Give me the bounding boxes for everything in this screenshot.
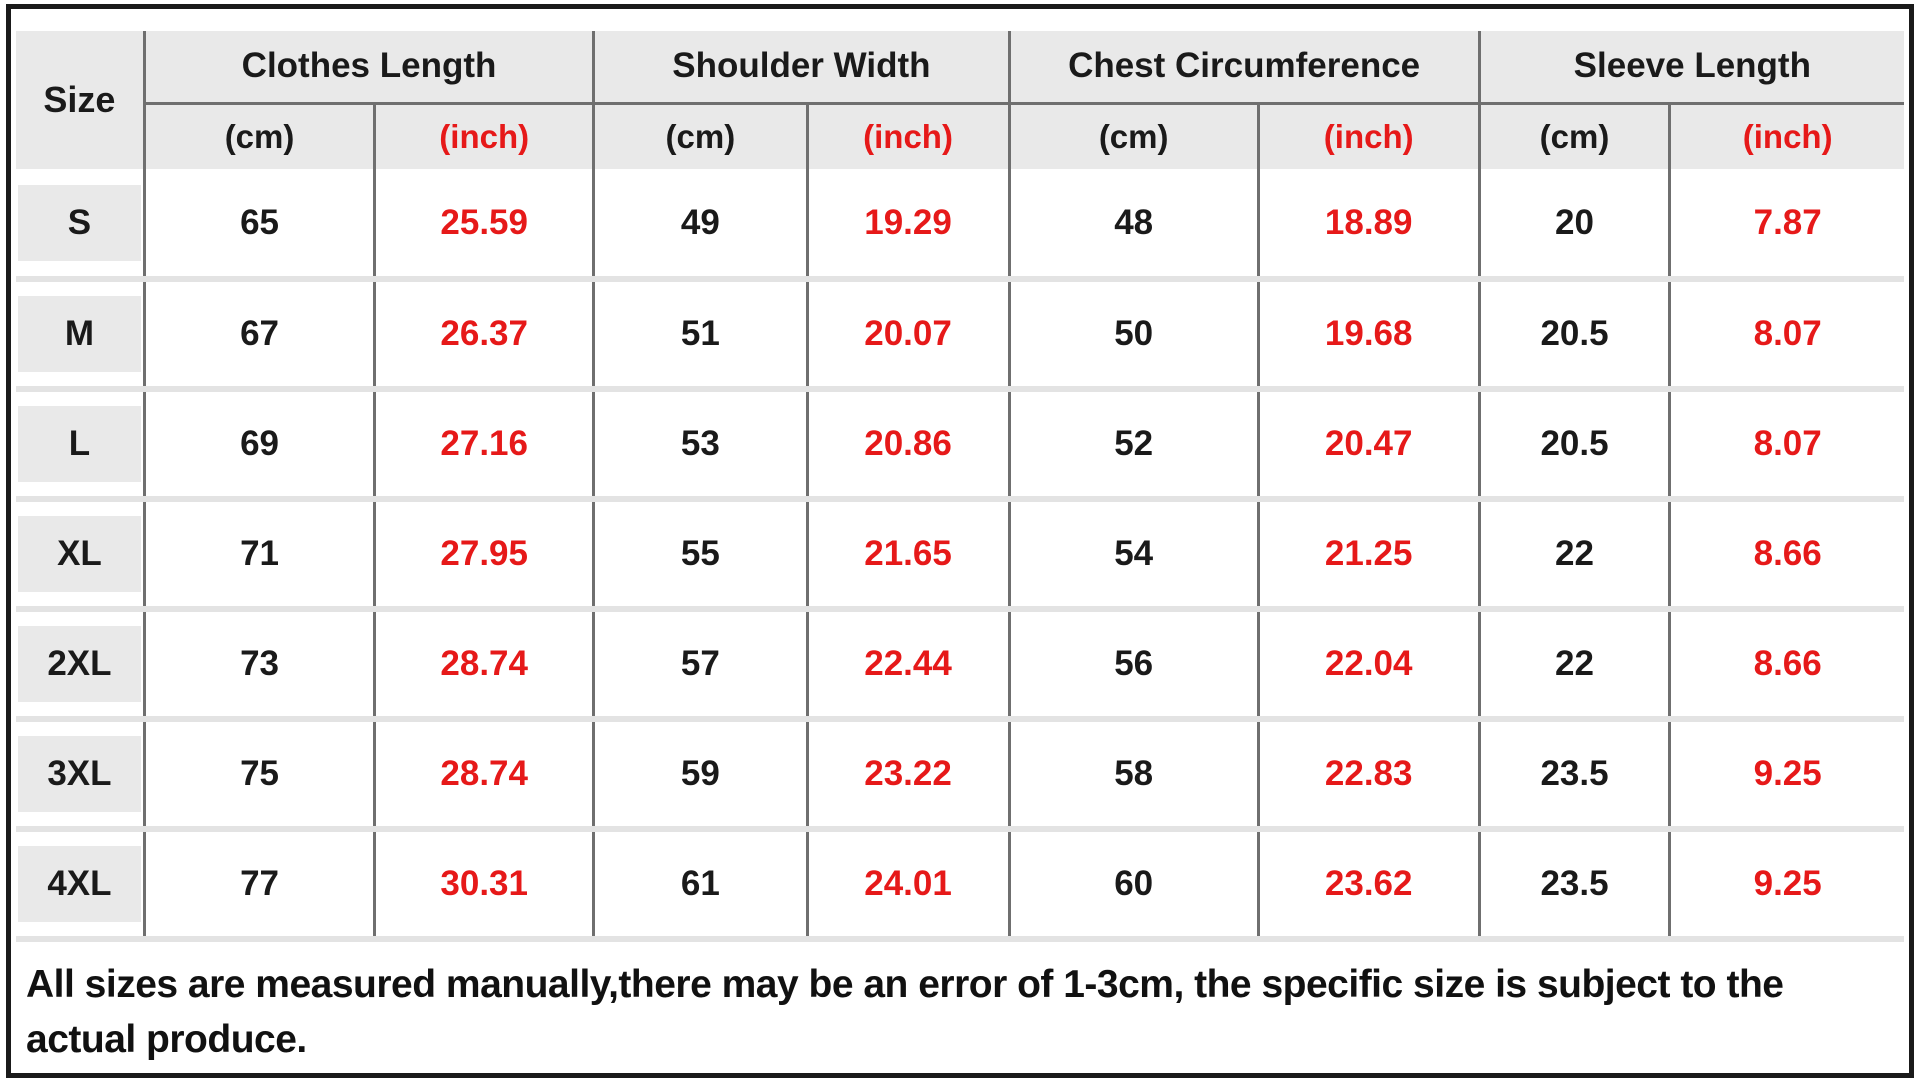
unit-header-chest-circumference-inch: (inch) [1256,103,1480,169]
unit-header-clothes-length-cm: (cm) [142,103,375,169]
cell-chest-circumference-inch: 22.04 [1256,606,1480,719]
cell-shoulder-width-inch: 20.07 [805,276,1010,389]
measurement-note: All sizes are measured manually,there ma… [26,963,1784,1061]
cell-sleeve-length-cm: 20.5 [1477,276,1670,389]
cell-chest-circumference-inch: 23.62 [1256,826,1480,942]
unit-header-sleeve-length-cm: (cm) [1477,103,1670,169]
cell-clothes-length-inch: 26.37 [373,276,594,389]
cell-clothes-length-cm: 71 [142,496,375,609]
cell-chest-circumference-inch: 22.83 [1256,716,1480,829]
group-header-row: Size Clothes Length Shoulder Width Chest… [16,31,1904,169]
cell-sleeve-length-cm: 22 [1477,606,1670,719]
size-label: M [18,296,141,372]
cell-sleeve-length-inch: 8.66 [1668,606,1904,719]
size-label-cell: XL [16,496,145,609]
unit-header-chest-circumference-cm: (cm) [1007,103,1259,169]
table-row: S 65 25.59 49 19.29 48 18.89 20 7.87 [16,169,1904,279]
cell-shoulder-width-inch: 21.65 [805,496,1010,609]
cell-chest-circumference-inch: 21.25 [1256,496,1480,609]
cell-clothes-length-cm: 73 [142,606,375,719]
table-row: 3XL 75 28.74 59 23.22 58 22.83 23.5 9.25 [16,716,1904,829]
cell-clothes-length-inch: 30.31 [373,826,594,942]
size-label-cell: 4XL [16,826,145,942]
table-row: 4XL 77 30.31 61 24.01 60 23.62 23.5 9.25 [16,826,1904,942]
size-label: 2XL [18,626,141,702]
cell-shoulder-width-cm: 51 [592,276,808,389]
size-chart-table: Size Clothes Length Shoulder Width Chest… [16,31,1904,942]
size-label-cell: M [16,276,145,389]
group-header-sleeve-length: Sleeve Length [1477,31,1904,105]
table-row: M 67 26.37 51 20.07 50 19.68 20.5 8.07 [16,276,1904,389]
size-label: 3XL [18,736,141,812]
group-header-clothes-length: Clothes Length [142,31,594,105]
size-label-cell: S [16,169,145,279]
cell-shoulder-width-cm: 61 [592,826,808,942]
cell-chest-circumference-cm: 50 [1007,276,1259,389]
size-label-cell: 3XL [16,716,145,829]
cell-clothes-length-cm: 77 [142,826,375,942]
cell-clothes-length-inch: 28.74 [373,716,594,829]
cell-clothes-length-cm: 75 [142,716,375,829]
unit-header-sleeve-length-inch: (inch) [1668,103,1904,169]
cell-sleeve-length-cm: 22 [1477,496,1670,609]
cell-clothes-length-inch: 27.16 [373,386,594,499]
table-row: XL 71 27.95 55 21.65 54 21.25 22 8.66 [16,496,1904,609]
size-label: XL [18,516,141,592]
cell-shoulder-width-cm: 57 [592,606,808,719]
size-chart-page: Size Clothes Length Shoulder Width Chest… [6,4,1914,1078]
cell-sleeve-length-cm: 23.5 [1477,826,1670,942]
cell-chest-circumference-cm: 60 [1007,826,1259,942]
cell-chest-circumference-inch: 18.89 [1256,169,1480,279]
cell-clothes-length-cm: 67 [142,276,375,389]
table-row: 2XL 73 28.74 57 22.44 56 22.04 22 8.66 [16,606,1904,719]
table-header: Size Clothes Length Shoulder Width Chest… [16,31,1904,169]
cell-sleeve-length-cm: 23.5 [1477,716,1670,829]
cell-chest-circumference-cm: 58 [1007,716,1259,829]
table-row: L 69 27.16 53 20.86 52 20.47 20.5 8.07 [16,386,1904,499]
cell-chest-circumference-inch: 19.68 [1256,276,1480,389]
cell-chest-circumference-inch: 20.47 [1256,386,1480,499]
cell-shoulder-width-inch: 24.01 [805,826,1010,942]
cell-sleeve-length-inch: 8.07 [1668,276,1904,389]
cell-chest-circumference-cm: 54 [1007,496,1259,609]
cell-shoulder-width-inch: 22.44 [805,606,1010,719]
size-label: S [18,184,141,261]
cell-chest-circumference-cm: 56 [1007,606,1259,719]
unit-header-shoulder-width-cm: (cm) [592,103,808,169]
cell-sleeve-length-inch: 8.66 [1668,496,1904,609]
size-column-header: Size [16,31,145,169]
unit-header-row: (cm) (inch) (cm) (inch) (cm) (inch) (cm)… [16,103,1904,169]
cell-shoulder-width-inch: 23.22 [805,716,1010,829]
group-header-shoulder-width: Shoulder Width [592,31,1010,105]
cell-sleeve-length-cm: 20 [1477,169,1670,279]
cell-shoulder-width-inch: 20.86 [805,386,1010,499]
size-label-cell: 2XL [16,606,145,719]
unit-header-shoulder-width-inch: (inch) [805,103,1010,169]
cell-sleeve-length-inch: 7.87 [1668,169,1904,279]
size-label-cell: L [16,386,145,499]
size-table-body: S 65 25.59 49 19.29 48 18.89 20 7.87 M 6… [16,169,1904,942]
cell-shoulder-width-cm: 49 [592,169,808,279]
cell-shoulder-width-cm: 59 [592,716,808,829]
cell-chest-circumference-cm: 52 [1007,386,1259,499]
cell-shoulder-width-cm: 55 [592,496,808,609]
cell-clothes-length-inch: 25.59 [373,169,594,279]
cell-chest-circumference-cm: 48 [1007,169,1259,279]
cell-clothes-length-cm: 69 [142,386,375,499]
size-label: 4XL [18,846,141,922]
cell-sleeve-length-inch: 8.07 [1668,386,1904,499]
cell-sleeve-length-cm: 20.5 [1477,386,1670,499]
cell-clothes-length-inch: 27.95 [373,496,594,609]
cell-clothes-length-cm: 65 [142,169,375,279]
size-label: L [18,406,141,482]
group-header-chest-circumference: Chest Circumference [1007,31,1480,105]
cell-sleeve-length-inch: 9.25 [1668,716,1904,829]
cell-shoulder-width-inch: 19.29 [805,169,1010,279]
unit-header-clothes-length-inch: (inch) [373,103,594,169]
cell-shoulder-width-cm: 53 [592,386,808,499]
cell-sleeve-length-inch: 9.25 [1668,826,1904,942]
cell-clothes-length-inch: 28.74 [373,606,594,719]
